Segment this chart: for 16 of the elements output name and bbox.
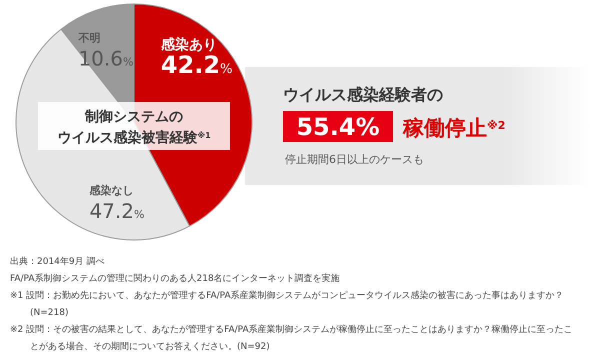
data-label: 10.6%: [78, 46, 134, 70]
text: 稼働停止$^{※2}$: [402, 116, 506, 140]
slice-label: 感染なし: [88, 184, 134, 198]
data-label: 47.2%: [89, 199, 144, 224]
text: 停止期間6日以上のケースも: [285, 153, 424, 166]
slice-label: 感染あり: [160, 36, 217, 53]
text: ウイルス感染被害経験$^{※1}$: [57, 129, 212, 146]
source-note: 出典：2014年9月 調べ: [10, 256, 104, 267]
text: 55.4%: [296, 113, 380, 141]
text: FA/PA系制御システムの管理に関わりのある人218名にインターネット調査を実施: [10, 273, 340, 284]
text: ※1 設問：お勤め先において、あなたが管理するFA/PA系産業制御システムがコンピュータウイルス感染の被害にあった事はありますか？ (N=218): [10, 290, 564, 318]
data-label: 42.2%: [160, 50, 233, 79]
text: ウイルス感染経験者の: [283, 85, 443, 104]
slice-label: 不明: [77, 31, 100, 44]
text: ※2 設問：その被害の結果として、あなたが管理するFA/PA系産業制御システムが稼働停止に至ったことはありますか？稼働停止に至ったことがある場合、その期間についてお答えください。(N=92): [10, 324, 573, 352]
text: 制御システムの: [84, 109, 183, 125]
